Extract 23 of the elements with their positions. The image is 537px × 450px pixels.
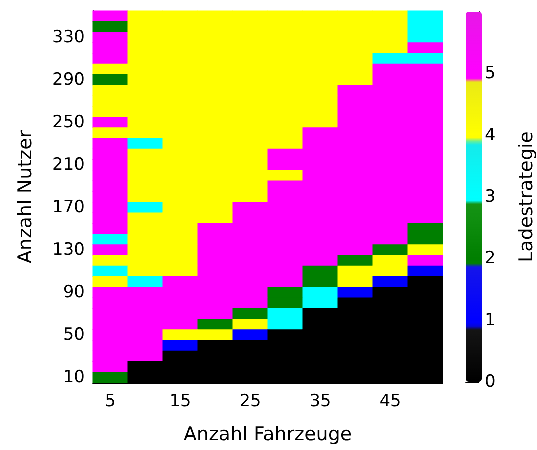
x-tick-label: 35 bbox=[310, 392, 332, 412]
color-bar-label: 4 bbox=[485, 125, 496, 146]
y-tick-label: 250 bbox=[52, 112, 85, 133]
x-tick-label: 25 bbox=[240, 392, 262, 412]
y-tick-label: 290 bbox=[52, 70, 85, 90]
color-bar-label: 2 bbox=[485, 248, 496, 269]
y-axis-title: Anzahl Nutzer bbox=[14, 130, 36, 264]
color-bar-label: 0 bbox=[485, 372, 496, 392]
y-tick-label: 210 bbox=[52, 155, 85, 176]
y-tick-label: 130 bbox=[52, 240, 85, 260]
color-bar-title: Ladestrategie bbox=[516, 132, 537, 262]
color-bar-label: 5 bbox=[485, 64, 496, 84]
x-axis-title: Anzahl Fahrzeuge bbox=[184, 424, 352, 446]
x-tick-label: 15 bbox=[170, 392, 192, 412]
y-tick-label: 330 bbox=[52, 28, 85, 48]
y-tick-label: 90 bbox=[63, 282, 85, 303]
y-tick-label: 50 bbox=[63, 325, 85, 346]
x-tick-label: 45 bbox=[380, 392, 402, 412]
y-tick-label: 10 bbox=[63, 368, 85, 388]
x-tick-label: 5 bbox=[105, 392, 116, 412]
color-bar-label: 1 bbox=[485, 310, 496, 330]
y-tick-label: 170 bbox=[52, 198, 85, 218]
color-bar-label: 3 bbox=[485, 187, 496, 207]
